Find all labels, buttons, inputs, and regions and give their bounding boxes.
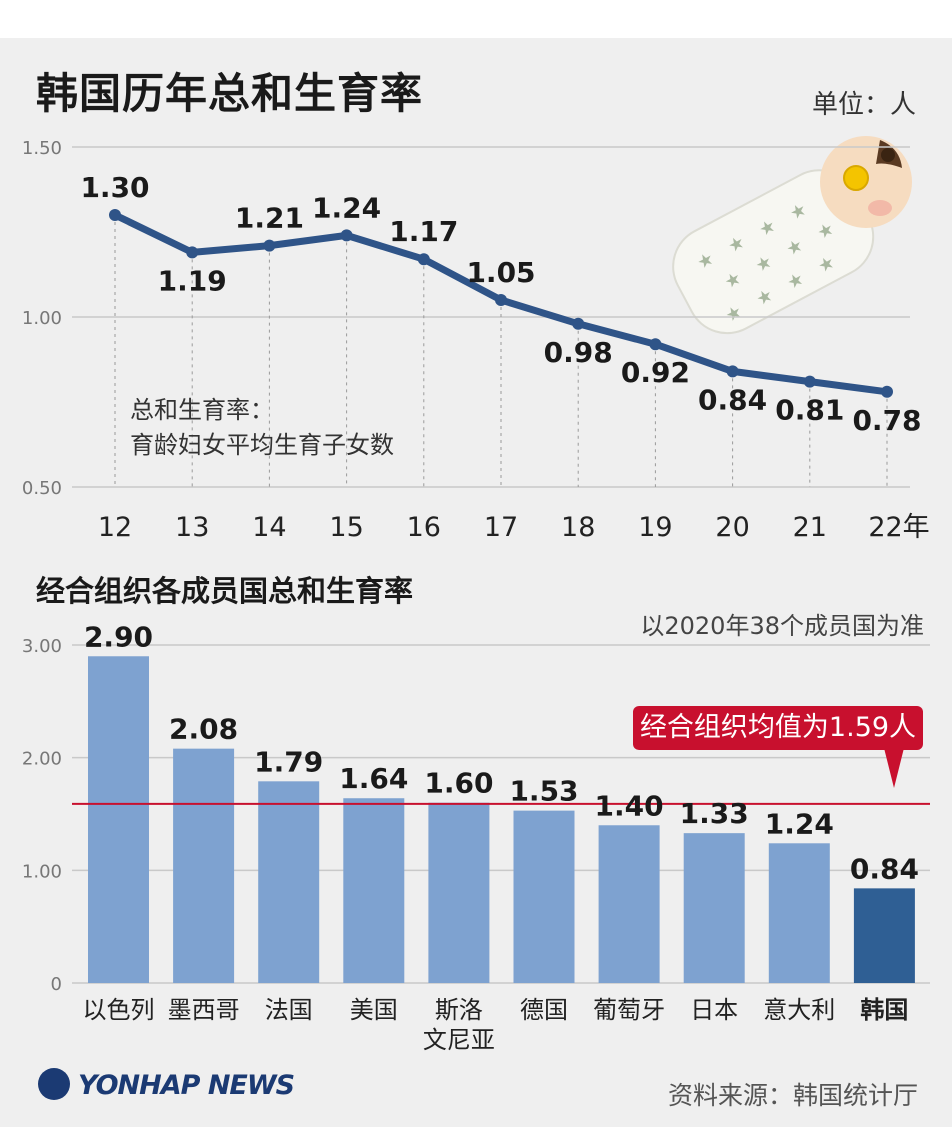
x-tick-label: 22年: [868, 512, 929, 543]
x-tick-label: 以色列: [83, 996, 155, 1024]
x-tick-label: 15: [329, 512, 363, 543]
y-tick-label: 1.00: [22, 308, 62, 329]
bar-chart: 0 1.00 2.00 3.00 2.90 2.08 1.79 1.64 1.60 1.53 1.…: [22, 620, 930, 1054]
y-tick-label: 3.00: [22, 636, 62, 657]
line-point: [572, 317, 585, 330]
bar-chart-note: 以2020年38个成员国为准: [640, 612, 924, 640]
value-label: 2.90: [84, 620, 153, 653]
line-chart: 0.50 1.00 1.50 12 13 14 15 16 17 18 19 20 21 22年 1.3…: [22, 138, 930, 543]
value-label: 0.98: [544, 336, 613, 369]
bar-chart-y-ticks: 0 1.00 2.00 3.00: [22, 636, 62, 995]
value-label: 1.24: [312, 191, 381, 224]
line-point: [263, 239, 276, 252]
value-label: 1.53: [509, 775, 578, 808]
x-tick-label: 13: [175, 512, 209, 543]
line-point: [417, 253, 430, 266]
x-tick-label: 美国: [350, 996, 398, 1024]
x-tick-label: 19: [638, 512, 672, 543]
value-label: 1.79: [254, 745, 323, 778]
y-tick-label: 1.50: [22, 138, 62, 159]
value-label: 1.05: [466, 256, 535, 289]
bar-chart-value-labels: 2.90 2.08 1.79 1.64 1.60 1.53 1.40 1.33 1.24 0.84: [84, 620, 919, 885]
bar: [598, 825, 660, 983]
x-tick-label: 16: [407, 512, 441, 543]
line-chart-x-ticks: 12 13 14 15 16 17 18 19 20 21 22年: [98, 512, 930, 543]
average-callout: 经合组织均值为1.59人: [633, 706, 923, 750]
y-tick-label: 0.50: [22, 478, 62, 499]
value-label: 0.92: [621, 356, 690, 389]
value-label: 0.84: [850, 852, 919, 885]
line-point: [495, 294, 507, 306]
definition-text: 育龄妇女平均生育子女数: [130, 431, 394, 459]
value-label: 1.30: [80, 171, 149, 204]
bar: [853, 888, 915, 983]
bar: [343, 798, 405, 983]
value-label: 1.17: [389, 215, 458, 248]
line-point: [109, 209, 121, 221]
value-label: 1.40: [595, 789, 664, 822]
bar-chart-bars: [88, 656, 915, 983]
bar: [683, 833, 745, 983]
definition-title: 总和生育率：: [130, 396, 274, 424]
x-tick-label: 法国: [265, 996, 313, 1024]
y-tick-label: 0: [51, 974, 62, 995]
x-tick-label: 韩国: [860, 996, 908, 1024]
value-label: 0.78: [852, 404, 921, 437]
baby-illustration: ★ ★ ★ ★ ★ ★ ★ ★ ★ ★ ★ ★: [672, 136, 912, 335]
bar: [173, 748, 235, 983]
x-tick-label: 墨西哥: [168, 996, 240, 1024]
value-label: 1.64: [339, 762, 408, 795]
line-chart-value-labels: 1.30 1.191.21 1.241.171.05 0.980.920.84 0.81…: [80, 171, 921, 437]
source-note: 资料来源：韩国统计厅: [667, 1081, 918, 1110]
value-label: 1.21: [235, 202, 304, 235]
value-label: 1.19: [158, 264, 227, 297]
bar-chart-title: 经合组织各成员国总和生育率: [36, 574, 414, 608]
bar: [768, 843, 830, 983]
x-tick-label: 12: [98, 512, 132, 543]
line-point: [340, 229, 353, 242]
page-title: 韩国历年总和生育率: [36, 69, 424, 118]
line-point: [881, 385, 893, 398]
bar: [88, 656, 149, 983]
y-tick-label: 2.00: [22, 749, 62, 770]
x-tick-label: 18: [561, 512, 595, 543]
value-label: 1.60: [424, 767, 493, 800]
line-point: [803, 375, 816, 388]
x-tick-label: 17: [484, 512, 518, 543]
brand-logo-text: YONHAP NEWS: [78, 1070, 295, 1101]
value-label: 0.84: [698, 383, 767, 416]
x-tick-label: 斯洛文尼亚: [423, 996, 495, 1054]
x-tick-label: 14: [252, 512, 286, 543]
line-chart-points: [109, 209, 893, 398]
value-label: 2.08: [169, 713, 238, 746]
x-tick-label: 日本: [690, 996, 738, 1024]
line-chart-drop-lines: [114, 215, 888, 487]
line-point: [186, 246, 199, 259]
x-tick-label: 21: [793, 512, 827, 543]
value-label: 1.24: [765, 807, 834, 840]
x-tick-label: 意大利: [763, 996, 835, 1024]
bar: [428, 802, 490, 983]
line-point: [649, 338, 662, 351]
line-chart-gridlines: [72, 146, 910, 488]
bar: [258, 781, 320, 983]
value-label: 0.81: [775, 394, 844, 427]
line-point: [726, 365, 739, 378]
unit-label: 单位：人: [811, 90, 916, 120]
yonhap-logo-icon: [38, 1068, 70, 1100]
line-chart-y-ticks: 0.50 1.00 1.50: [22, 138, 62, 499]
average-callout-pointer: [884, 748, 904, 788]
x-tick-label: 20: [715, 512, 749, 543]
y-tick-label: 1.00: [22, 861, 62, 882]
x-tick-label: 葡萄牙: [593, 996, 665, 1024]
value-label: 1.33: [680, 797, 749, 830]
bar: [513, 810, 575, 983]
x-tick-label: 德国: [520, 996, 568, 1024]
